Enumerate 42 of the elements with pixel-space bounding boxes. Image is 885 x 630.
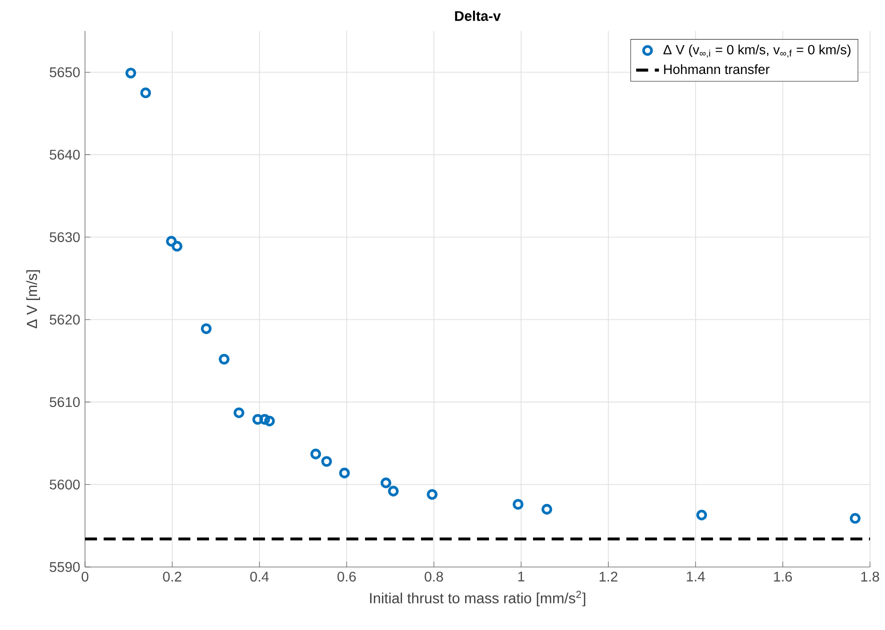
x-axis-title: Initial thrust to mass ratio [mm/s$^{2}$]	[370, 590, 586, 606]
point	[512, 498, 524, 510]
point	[166, 236, 177, 247]
x-tick-label: 1	[518, 572, 524, 582]
x-tick-label: 0	[82, 572, 88, 582]
point	[850, 513, 861, 524]
y-tick-label: 5630	[50, 232, 80, 242]
x-tick-label: 1.8	[861, 572, 880, 582]
point	[172, 240, 182, 252]
point	[426, 489, 438, 500]
point	[140, 88, 151, 98]
legend-label: Δ V (v$_{∞,i}$ = 0 km/s, v$_{∞,f}$ = 0 km/s)	[663, 44, 850, 58]
point	[321, 456, 332, 467]
point	[380, 478, 392, 488]
point	[218, 354, 230, 365]
point	[252, 414, 264, 425]
y-tick-label: 5590	[50, 562, 80, 572]
x-tick-label: 1.6	[774, 572, 792, 582]
legend-label: Hohmann transfer	[664, 64, 770, 74]
point	[339, 468, 350, 478]
x-tick-label: 0.8	[424, 572, 444, 582]
y-tick-label: 5600	[50, 480, 80, 490]
x-tick-label: 1.4	[686, 572, 705, 582]
point	[234, 407, 244, 418]
point	[388, 486, 399, 496]
x-tick-label: 0.2	[163, 572, 182, 582]
point	[696, 510, 707, 520]
point	[200, 323, 212, 334]
y-tick-label: 5610	[50, 397, 80, 408]
point	[264, 416, 275, 426]
x-tick-label: 0.6	[337, 572, 356, 582]
point	[125, 68, 136, 78]
x-tick-label: 0.4	[250, 572, 269, 582]
y-tick-label: 5640	[50, 150, 80, 160]
y-axis-title: Δ V [m/s]	[26, 270, 40, 328]
chart-title: Delta-v	[455, 10, 501, 21]
point	[259, 414, 270, 425]
y-tick-label: 5620	[50, 314, 80, 325]
x-tick-label: 1.2	[600, 572, 618, 582]
point	[310, 448, 322, 460]
point	[542, 504, 552, 515]
y-tick-label: 5650	[50, 67, 80, 78]
